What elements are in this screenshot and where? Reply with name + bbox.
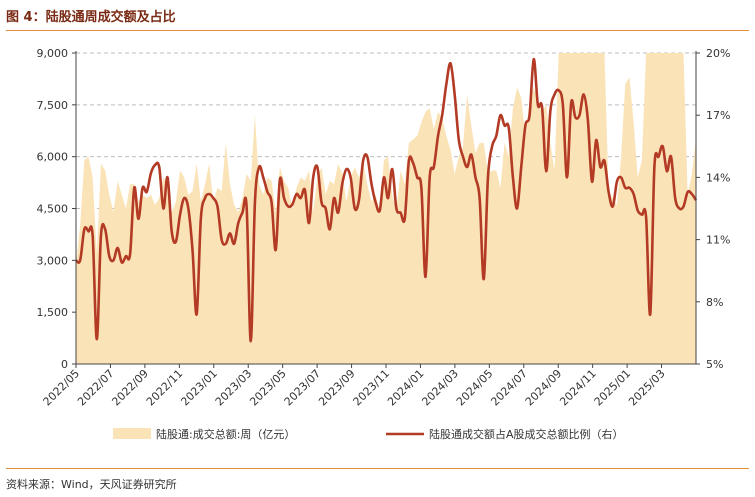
x-tick-label: 2022/09 [110,367,152,409]
x-tick-label: 2023/09 [316,367,358,409]
x-tick-label: 2025/01 [592,367,634,409]
legend-swatch-area [113,428,151,439]
y-right-tick-label: 17% [706,109,730,122]
x-tick-label: 2022/11 [144,367,186,409]
x-tick-label: 2023/01 [178,367,220,409]
x-tick-label: 2023/03 [213,367,255,409]
source-rule [6,468,749,469]
line-series [75,57,698,343]
line-share-ratio [75,57,698,343]
x-tick-label: 2022/07 [75,367,117,409]
y-right-tick-label: 11% [706,234,730,247]
x-tick-label: 2022/05 [41,367,83,409]
x-tick-label: 2023/07 [282,367,324,409]
legend: 陆股通:成交总额:周（亿元） 陆股通成交额占A股成交总额比例（右） [113,427,624,441]
y-right-tick-label: 20% [706,47,730,60]
y-left-ticks: 0 1,500 3,000 4,500 6,000 7,500 9,000 [37,47,76,371]
x-tick-label: 2023/05 [247,367,289,409]
y-left-tick-label: 6,000 [37,151,69,164]
x-tick-label: 2024/11 [557,367,599,409]
y-left-tick-label: 3,000 [37,254,69,267]
x-tick-label: 2023/11 [351,367,393,409]
x-tick-label: 2024/09 [523,367,565,409]
x-tick-label: 2024/03 [420,367,462,409]
legend-label-area: 陆股通:成交总额:周（亿元） [156,427,295,441]
title-rule [6,30,749,31]
y-left-tick-label: 1,500 [37,306,69,319]
legend-label-line: 陆股通成交额占A股成交总额比例（右） [429,427,624,441]
y-right-tick-label: 8% [706,296,723,309]
y-right-tick-label: 14% [706,171,730,184]
y-right-tick-label: 5% [706,358,723,371]
x-ticks: 2022/052022/072022/092022/112023/012023/… [41,364,668,408]
x-tick-label: 2025/03 [626,367,668,409]
y-left-tick-label: 4,500 [37,203,69,216]
area-series [76,53,696,364]
y-left-tick-label: 0 [61,358,68,371]
y-right-ticks: 5% 8% 11% 14% 17% 20% [696,47,730,371]
area-weekly-turnover [76,53,696,364]
y-left-tick-label: 9,000 [37,47,69,60]
chart-title: 图 4：陆股通周成交额及占比 [6,10,176,25]
x-tick-label: 2024/05 [454,367,496,409]
x-tick-label: 2024/01 [385,367,427,409]
source-note: 资料来源：Wind，天风证券研究所 [6,478,177,491]
y-left-tick-label: 7,500 [37,99,69,112]
x-tick-label: 2024/07 [488,367,530,409]
